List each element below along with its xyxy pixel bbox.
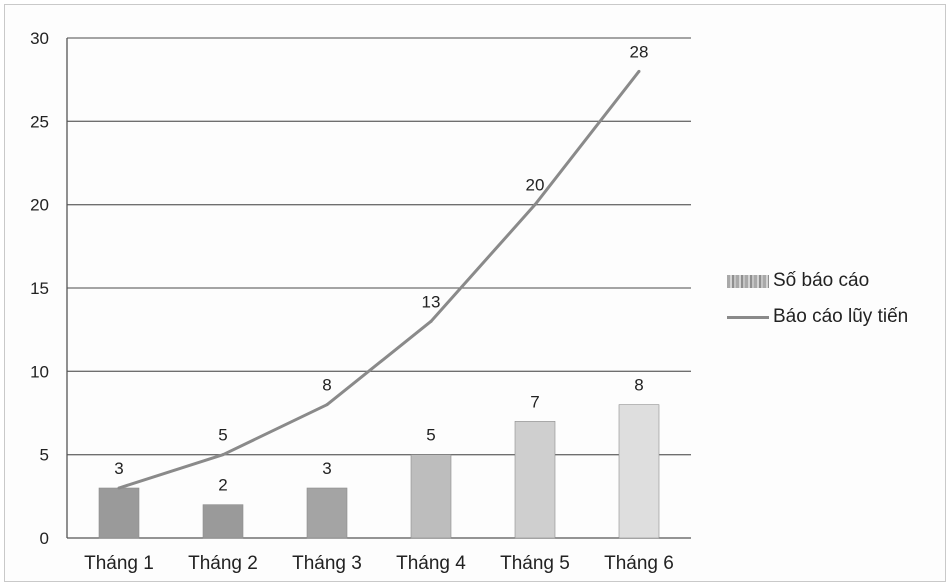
legend-item-line: Báo cáo lũy tiến [727, 303, 908, 331]
legend: Số báo cáo Báo cáo lũy tiến [727, 267, 908, 339]
bar-data-label: 2 [218, 476, 227, 495]
y-tick-label: 15 [30, 279, 49, 298]
bar-data-label: 8 [634, 376, 643, 395]
bar [514, 421, 556, 539]
y-tick-label: 5 [40, 446, 49, 465]
line-data-label: 28 [630, 42, 649, 61]
bar [618, 404, 660, 539]
x-tick-label: Tháng 2 [188, 553, 258, 574]
line-point [325, 403, 329, 407]
y-tick-label: 30 [30, 29, 49, 48]
bar-data-label: 7 [530, 392, 539, 411]
line-point [221, 453, 225, 457]
line-point [533, 203, 537, 207]
line-point [117, 486, 121, 490]
legend-label-line: Báo cáo lũy tiến [773, 306, 909, 327]
line-data-label: 8 [322, 376, 331, 395]
line-data-label: 5 [218, 426, 227, 445]
bar [410, 454, 452, 539]
bar [202, 504, 244, 539]
x-tick-label: Tháng 3 [292, 553, 362, 574]
x-tick-label: Tháng 5 [500, 553, 570, 574]
bar [98, 487, 140, 539]
legend-item-bar: Số báo cáo [727, 267, 908, 295]
line-point [429, 319, 433, 323]
x-tick-label: Tháng 6 [604, 553, 674, 574]
chart-frame: 0 5 10 15 20 25 30 Tháng 1 Tháng 2 Tháng 3 Tháng 4… [4, 4, 946, 582]
bar-data-label: 5 [426, 426, 435, 445]
x-tick-label: Tháng 4 [396, 553, 466, 574]
x-tick-label: Tháng 1 [84, 553, 154, 574]
legend-swatch-line [727, 315, 769, 319]
y-tick-label: 10 [30, 362, 49, 381]
y-tick-label: 20 [30, 196, 49, 215]
legend-label-bar: Số báo cáo [773, 270, 870, 291]
bar-data-label: 3 [322, 459, 331, 478]
bar [306, 487, 348, 539]
line-point [637, 69, 641, 73]
legend-swatch-bar [727, 274, 769, 288]
line-data-label: 20 [526, 176, 545, 195]
y-tick-label: 0 [40, 529, 49, 548]
line-series [118, 70, 641, 490]
bar-data-label: 3 [114, 459, 123, 478]
line-data-label: 13 [422, 292, 441, 311]
y-tick-label: 25 [30, 112, 49, 131]
